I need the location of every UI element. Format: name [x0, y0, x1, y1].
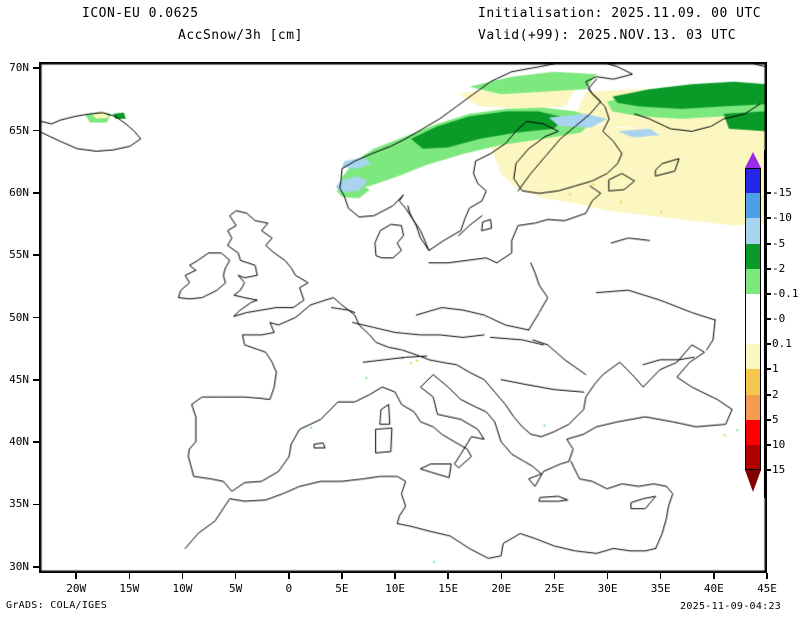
x-axis-tick — [234, 573, 237, 579]
colorbar-segment — [745, 268, 761, 295]
colorbar-axis-line — [764, 150, 766, 498]
colorbar-tick — [766, 267, 771, 270]
colorbar-tick — [766, 443, 771, 446]
x-axis-tick — [181, 573, 184, 579]
colorbar-label: -15 — [772, 186, 792, 200]
snow-field-raster — [40, 63, 766, 572]
y-axis-label: 60N — [9, 185, 29, 199]
colorbar-label: 5 — [772, 412, 779, 426]
colorbar-label: 15 — [772, 463, 786, 476]
colorbar-tick — [766, 292, 771, 295]
x-axis-label: 10E — [385, 582, 405, 595]
x-axis-tick — [447, 573, 449, 579]
x-axis-tick — [606, 573, 609, 579]
x-axis-label: 20E — [491, 582, 512, 595]
colorbar-tick — [766, 469, 771, 471]
colorbar-tick — [766, 418, 771, 421]
y-axis-label: 30N — [9, 559, 29, 573]
y-axis-tick — [33, 441, 39, 443]
colorbar-segment — [745, 344, 761, 370]
x-axis-tick — [659, 573, 662, 579]
render-stamp: 2025-11-09-04:23 — [680, 601, 782, 612]
colorbar-segment — [745, 243, 761, 270]
x-axis-label: 20W — [66, 582, 87, 595]
y-axis-tick — [33, 192, 39, 194]
field-title: AccSnow/3h [cm] — [178, 28, 303, 43]
model-title: ICON-EU 0.0625 — [82, 6, 199, 21]
colorbar-segment — [745, 218, 761, 245]
x-axis-label: 15E — [438, 582, 459, 595]
colorbar-segment — [745, 419, 761, 446]
colorbar-label: 2 — [772, 387, 779, 401]
y-axis-tick — [33, 379, 39, 381]
y-axis-label: 55N — [9, 248, 29, 262]
y-axis-tick — [33, 503, 39, 506]
colorbar-gradient — [745, 152, 761, 492]
colorbar-tick — [766, 393, 771, 396]
x-axis-tick — [713, 573, 715, 579]
x-axis-label: 30E — [597, 582, 618, 595]
x-axis-label: 25E — [544, 582, 565, 595]
x-axis-tick — [766, 573, 768, 579]
colorbar-segment — [745, 193, 761, 219]
y-axis-tick — [33, 316, 39, 319]
x-axis-tick — [553, 573, 556, 579]
y-axis-label: 35N — [9, 497, 29, 511]
colorbar-segment — [745, 394, 761, 421]
colorbar-tick — [766, 343, 771, 346]
y-axis-tick — [33, 566, 39, 568]
colorbar-label: 0.1 — [772, 337, 792, 351]
colorbar-extend-low — [745, 152, 761, 168]
colorbar-segment — [745, 168, 761, 194]
colorbar-label: -5 — [772, 236, 786, 250]
colorbar-segment — [745, 319, 761, 345]
colorbar-label: -0 — [772, 312, 786, 325]
colorbar-label: 10 — [772, 437, 786, 451]
colorbar-tick — [766, 318, 771, 320]
colorbar-segment — [745, 369, 761, 396]
x-axis-label: 0 — [285, 582, 293, 595]
map-plot-area — [39, 62, 767, 573]
colorbar-tick — [766, 217, 771, 220]
x-axis-label: 15W — [119, 582, 140, 595]
x-axis-tick — [341, 573, 343, 579]
x-axis-tick — [288, 573, 290, 579]
x-axis-label: 40E — [703, 582, 724, 595]
colorbar-tick — [766, 368, 771, 371]
x-axis-label: 5W — [228, 582, 243, 595]
colorbar-label: 1 — [772, 362, 779, 376]
x-axis-tick — [75, 573, 77, 579]
valid-time-label: Valid(+99): 2025.NOV.13. 03 UTC — [478, 28, 737, 43]
colorbar-segment — [745, 293, 761, 320]
colorbar-label: -0.1 — [772, 286, 799, 300]
colorbar-label: -2 — [772, 261, 786, 275]
colorbar-tick — [766, 242, 771, 245]
y-axis-label: 70N — [9, 61, 29, 75]
x-axis-label: 45E — [757, 582, 777, 595]
x-axis-label: 35E — [650, 582, 671, 595]
x-axis-label: 10W — [172, 582, 193, 595]
y-axis-tick — [33, 254, 39, 256]
initialisation-label: Initialisation: 2025.11.09. 00 UTC — [478, 6, 762, 21]
x-axis-label: 5E — [335, 582, 349, 595]
y-axis-tick — [33, 67, 39, 69]
x-axis-tick — [394, 573, 396, 579]
x-axis-tick — [500, 573, 503, 579]
colorbar-tick — [766, 192, 771, 195]
y-axis-label: 45N — [9, 372, 29, 386]
y-axis-label: 65N — [9, 123, 29, 137]
y-axis-label: 40N — [9, 435, 29, 449]
y-axis-label: 50N — [9, 310, 29, 324]
grads-credit: GrADS: COLA/IGES — [6, 600, 108, 611]
colorbar-extend-high — [745, 470, 761, 492]
colorbar-label: -10 — [772, 211, 792, 225]
x-axis-tick — [128, 573, 131, 579]
y-axis-tick — [33, 129, 39, 132]
colorbar-segment — [745, 444, 761, 471]
